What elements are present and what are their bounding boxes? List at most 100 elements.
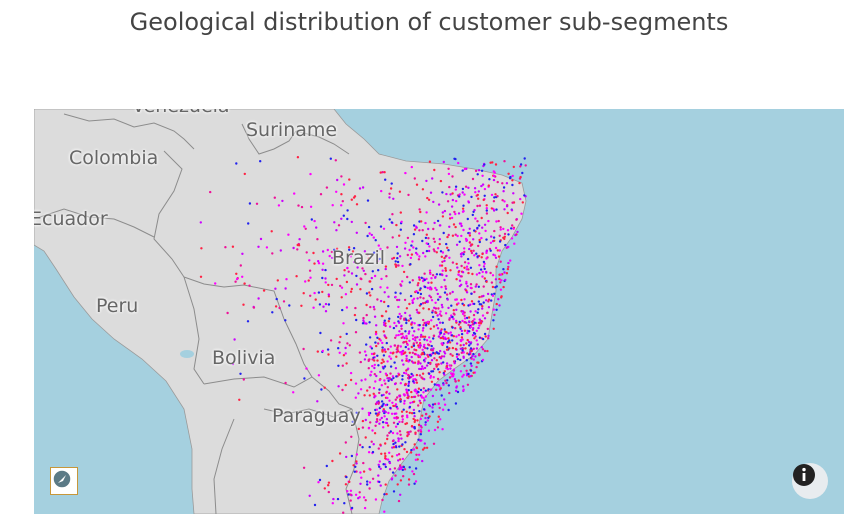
customer-point [477,326,480,330]
customer-point [430,370,433,373]
lake-titicaca [180,350,194,358]
customer-point [282,300,286,303]
customer-point [430,319,433,322]
customer-point [480,256,483,259]
customer-point [335,247,339,250]
customer-point [477,190,480,193]
customer-point [470,300,474,303]
customer-point [487,334,490,338]
customer-point [419,335,423,338]
customer-point [446,298,449,301]
customer-point [482,260,486,264]
customer-point [441,215,445,218]
customer-point [388,461,392,465]
customer-point [342,214,345,217]
customer-point [457,212,461,215]
customer-point [499,273,502,276]
customer-point [333,221,336,224]
customer-point [322,305,325,308]
customer-point [514,233,517,237]
customer-point [417,387,421,390]
customer-point [418,229,421,232]
customer-point [416,419,419,422]
customer-point [410,345,413,349]
customer-point [474,169,478,173]
customer-point [492,174,496,178]
customer-point [405,357,408,360]
customer-point [438,242,441,246]
customer-point [451,315,454,319]
customer-point [460,351,463,354]
customer-point [439,349,442,353]
customer-point [231,245,235,248]
customer-point [449,367,452,370]
customer-point [468,227,471,230]
compass-reset-button[interactable] [50,467,78,495]
map-canvas[interactable]: Venezuela Suriname Colombia Ecuador Braz… [34,109,844,514]
customer-point [386,360,389,363]
customer-point [421,329,425,332]
customer-point [480,216,483,220]
customer-point [445,192,448,196]
customer-point [471,319,475,323]
customer-point [327,490,330,494]
customer-point [442,383,445,386]
customer-point [475,365,478,369]
customer-point [504,278,507,282]
customer-point [389,430,392,433]
customer-point [362,269,365,272]
customer-point [461,375,464,378]
customer-point [433,383,436,386]
customer-point [474,191,477,194]
customer-point [402,408,405,411]
customer-point [387,379,390,382]
customer-point [367,225,371,229]
customer-point [477,224,481,227]
customer-point [348,248,351,251]
customer-point [445,348,449,351]
customer-point [363,358,367,361]
customer-point [457,353,460,356]
customer-point [316,400,319,403]
customer-point [391,352,394,355]
customer-point [470,249,473,253]
customer-point [336,497,340,501]
customer-point [370,233,373,237]
customer-point [405,354,408,358]
customer-point [419,401,422,405]
customer-point [424,255,427,258]
customer-point [460,329,463,333]
customer-point [457,273,460,276]
customer-point [405,410,408,413]
customer-point [338,351,341,354]
customer-point [463,167,467,171]
customer-point [392,404,395,408]
customer-point [433,221,436,225]
customer-point [374,498,378,501]
customer-point [359,360,362,364]
customer-point [340,296,343,299]
customer-point [478,238,481,242]
customer-point [252,306,256,309]
customer-point [480,346,483,349]
info-button[interactable] [792,463,828,499]
customer-point [485,212,489,215]
customer-point [390,221,393,224]
customer-point [365,313,368,317]
customer-point [342,322,345,325]
customer-point [504,243,507,247]
customer-point [457,333,461,337]
customer-point [367,257,370,260]
customer-point [392,490,396,493]
customer-point [270,230,273,233]
customer-point [370,276,373,280]
customer-point [473,337,476,340]
customer-point [388,468,392,471]
customer-point [265,246,269,249]
customer-point [477,285,480,288]
customer-point [342,511,345,514]
customer-point [372,443,375,446]
customer-point [417,344,420,347]
customer-point [435,365,438,368]
customer-point [340,175,343,178]
